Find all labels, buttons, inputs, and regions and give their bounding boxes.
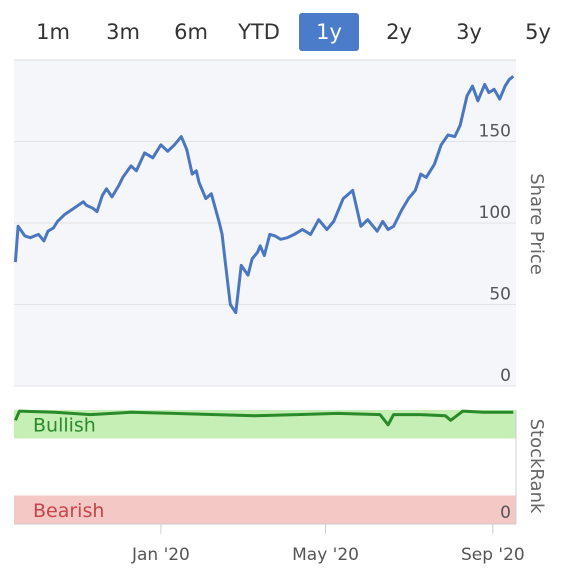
range-button-5y[interactable]: 5y [525,20,551,44]
rank-tick-label: 0 [500,503,511,523]
x-tick-label: May '20 [292,545,359,565]
price-tick-label: 0 [500,366,511,386]
range-button-1m[interactable]: 1m [36,20,70,44]
range-button-2y[interactable]: 2y [386,20,412,44]
bearish-band-label: Bearish [33,500,104,522]
bearish-band [14,495,516,524]
price-tick-label: 150 [479,122,511,142]
range-button-1y[interactable]: 1y [299,13,359,51]
price-tick-label: 100 [479,203,511,223]
stockrank-axis-title: StockRank [526,419,547,514]
range-button-6m[interactable]: 6m [174,20,208,44]
range-button-ytd[interactable]: YTD [238,20,280,44]
stockrank-chart: Bullish Bearish 0 [14,409,517,524]
x-tick-label: Sep '20 [461,545,525,565]
bullish-band-label: Bullish [33,414,96,436]
x-tick-label: Jan '20 [131,545,190,565]
range-selector: 1m 3m 6m YTD 1y 2y 3y 5y [0,0,565,56]
x-axis: Jan '20 May '20 Sep '20 [14,523,525,565]
share-price-axis-title: Share Price [526,173,547,275]
range-button-3y[interactable]: 3y [456,20,482,44]
stockrank-line [14,409,514,427]
share-price-line [13,75,515,315]
price-tick-label: 50 [489,285,511,305]
share-price-chart: 0 50 100 150 [13,59,516,387]
range-button-3m[interactable]: 3m [106,20,140,44]
